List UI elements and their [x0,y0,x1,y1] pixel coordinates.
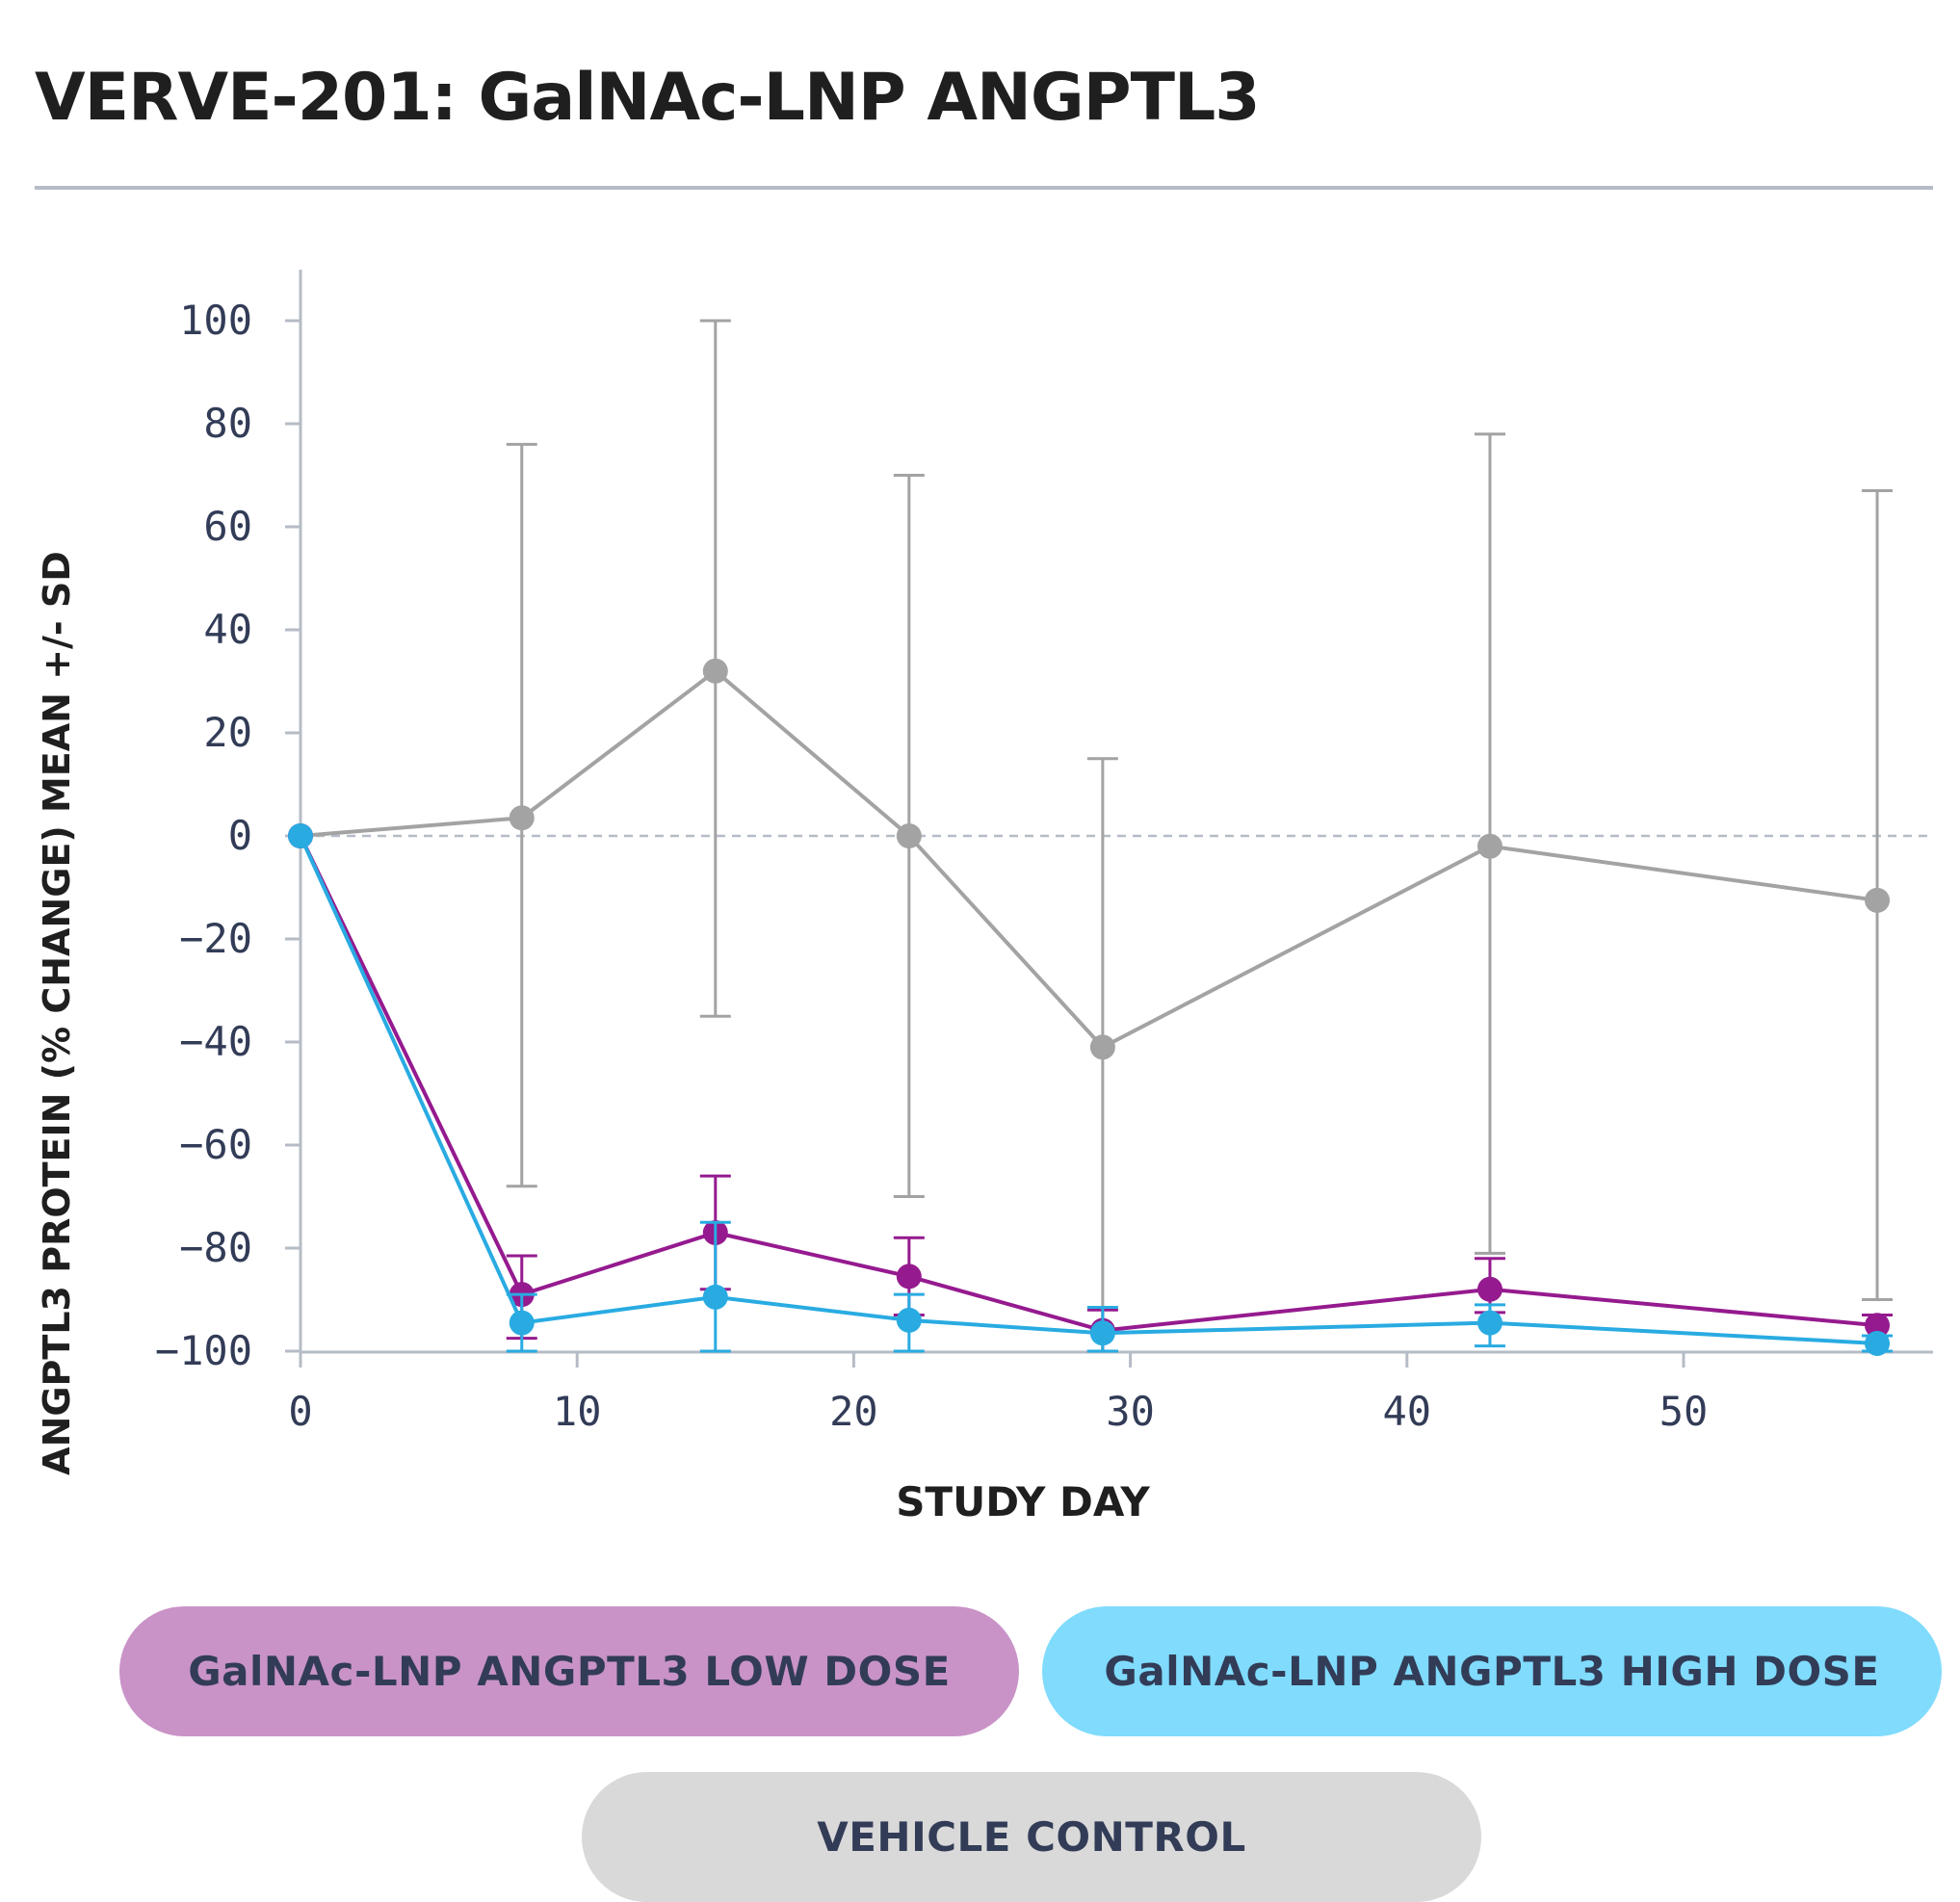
data-point [1089,1034,1115,1060]
data-point [288,823,313,848]
y-tick-label: −80 [179,1224,252,1271]
x-tick-label: 50 [1659,1388,1709,1435]
legend-vehicle-control: VEHICLE CONTROL [582,1772,1481,1902]
x-tick-label: 30 [1106,1388,1155,1435]
data-point [1477,1310,1503,1336]
y-tick-label: −20 [179,915,252,962]
series-line [300,668,1878,1050]
data-point [702,1284,728,1310]
y-tick-label: 0 [228,812,252,859]
x-tick-label: 0 [288,1388,312,1435]
legend-vehicle-control-label: VEHICLE CONTROL [817,1813,1246,1861]
legend-low-dose-label: GalNAc-LNP ANGPTL3 LOW DOSE [188,1648,951,1695]
series-line [299,835,1878,1345]
series-vehicle-control [288,319,1894,1353]
chart-title: VERVE-201: GalNAc-LNP ANGPTL3 [35,60,1261,136]
chart-axes: 100 80 60 40 20 0 −20 −40 −60 −80 −100 0 10 20 30 40 50 [155,270,1933,1435]
data-point [896,1264,922,1290]
title-divider [35,186,1933,190]
series-galnac-lnp-angptl3-high-dose [288,823,1894,1356]
data-point [1477,1276,1503,1302]
x-tick-label: 20 [829,1388,878,1435]
y-tick-label: −100 [155,1327,252,1374]
data-point [509,805,535,831]
y-tick-label: −60 [179,1121,252,1168]
data-point [1089,1320,1115,1346]
data-point [1865,1330,1891,1356]
y-tick-label: 60 [203,503,252,550]
legend-high-dose: GalNAc-LNP ANGPTL3 HIGH DOSE [1042,1606,1942,1736]
data-point [896,823,922,848]
data-point [1865,887,1891,913]
data-point [1477,833,1503,859]
legend-low-dose: GalNAc-LNP ANGPTL3 LOW DOSE [119,1606,1019,1736]
series-galnac-lnp-angptl3-low-dose [288,823,1894,1353]
data-point [896,1307,922,1333]
x-axis-label: STUDY DAY [896,1478,1150,1525]
data-point [509,1310,535,1336]
chart-series [288,319,1894,1356]
y-axis-label: ANGPTL3 PROTEIN (% CHANGE) MEAN +/- SD [36,551,78,1475]
data-point [1865,1313,1891,1339]
y-tick-label: 40 [203,606,252,653]
y-tick-label: 100 [179,297,252,344]
x-tick-label: 10 [553,1388,602,1435]
y-tick-label: −40 [179,1018,252,1065]
data-point [702,658,728,684]
legend-high-dose-label: GalNAc-LNP ANGPTL3 HIGH DOSE [1104,1648,1880,1695]
y-tick-label: 20 [203,709,252,756]
y-tick-label: 80 [203,400,252,447]
x-tick-label: 40 [1383,1388,1432,1435]
